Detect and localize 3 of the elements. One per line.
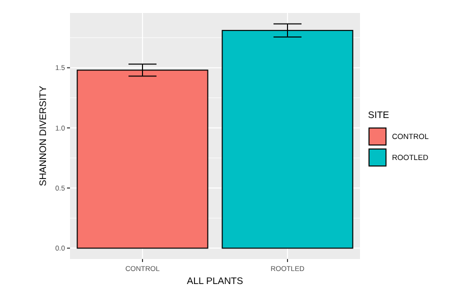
- x-axis-title: ALL PLANTS: [186, 276, 244, 287]
- y-axis-title: SHANNON DIVERSITY: [38, 85, 49, 186]
- legend-title: SITE: [368, 110, 390, 121]
